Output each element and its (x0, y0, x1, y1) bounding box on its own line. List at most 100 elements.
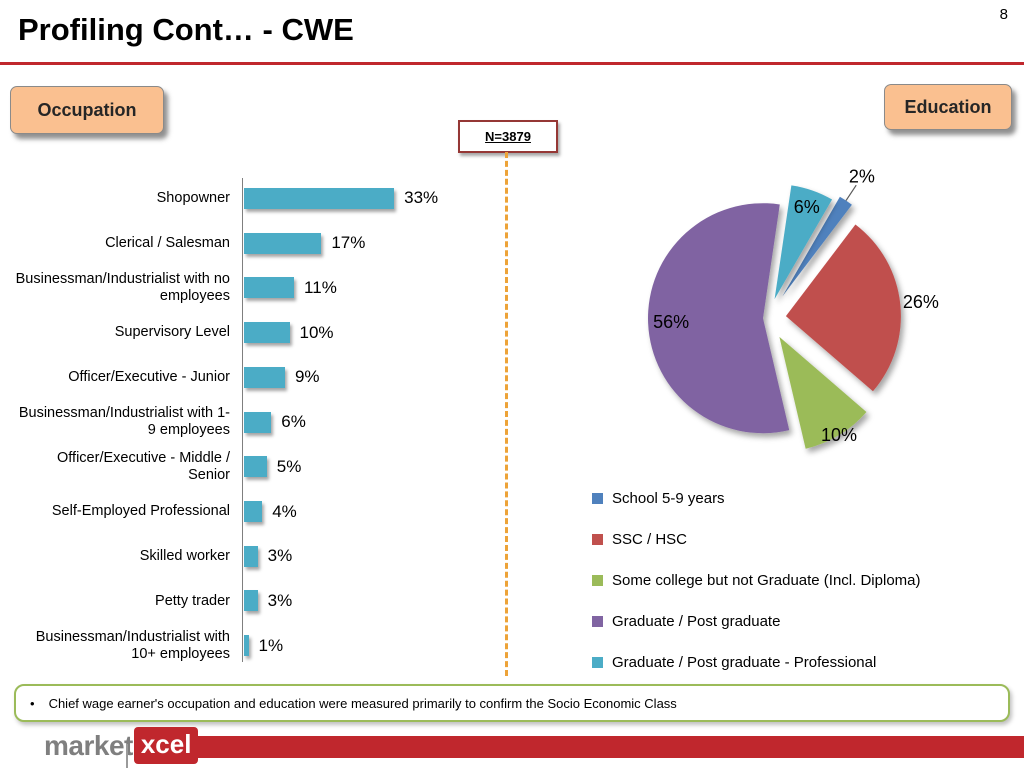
bar-zone: 11% (242, 265, 506, 310)
legend-item: Graduate / Post graduate - Professional (592, 654, 921, 671)
occupation-badge: Occupation (10, 86, 164, 134)
bar-zone: 17% (242, 221, 506, 266)
legend-label: School 5-9 years (612, 490, 725, 507)
bar-category-label: Businessman/Industrialist with 1-9 emplo… (18, 405, 230, 439)
bar (244, 411, 272, 433)
bar-value-label: 11% (304, 277, 337, 297)
bar-value-label: 4% (272, 501, 297, 521)
page-number: 8 (999, 6, 1008, 23)
pie-slice (782, 196, 852, 297)
pie-slice (648, 203, 790, 434)
bar (244, 366, 285, 388)
bar-category-label: Shopowner (156, 190, 230, 207)
footnote-box: • Chief wage earner's occupation and edu… (14, 684, 1010, 722)
legend-swatch (592, 575, 603, 586)
pie-slice (779, 336, 867, 449)
bar-category-label: Petty trader (155, 592, 230, 609)
bar-row: Officer/Executive - Junior 9% (14, 355, 506, 400)
legend-item: School 5-9 years (592, 490, 921, 507)
pie-slice-label: 10% (821, 425, 857, 445)
bar-row: Shopowner 33% (14, 176, 506, 221)
bar-value-label: 33% (404, 188, 439, 208)
logo-market-text: market (44, 729, 133, 761)
bar (244, 545, 258, 567)
footnote-bullet: • (30, 695, 35, 711)
sample-size-box: N=3879 (458, 120, 558, 153)
legend-item: Graduate / Post graduate (592, 613, 921, 630)
bar-row: Businessman/Industrialist with 10+ emplo… (14, 623, 506, 668)
bar (244, 590, 258, 612)
pie-slice (785, 224, 901, 392)
bar-category-label: Officer/Executive - Middle / Senior (57, 450, 230, 483)
bar-value-label: 9% (294, 367, 320, 387)
logo-divider-line (126, 744, 128, 768)
bar-zone: 5% (242, 444, 506, 489)
bar-row: Self-Employed Professional 4% (14, 489, 506, 534)
bar-value-label: 3% (267, 546, 293, 566)
bar-zone: 1% (242, 623, 506, 668)
bar-category-label: Officer/Executive - Junior (68, 368, 230, 385)
bar-zone: 6% (242, 400, 506, 445)
center-dashed-divider (505, 152, 508, 676)
bar-category-label: Businessman/Industrialist with no employ… (15, 271, 230, 304)
bar-row: Clerical / Salesman 17% (14, 221, 506, 266)
legend-label: SSC / HSC (612, 531, 688, 548)
legend-label: Graduate / Post graduate - Professional (612, 654, 877, 671)
bar-chart-axis-line (242, 178, 243, 662)
legend-item: SSC / HSC (592, 531, 921, 548)
footer-red-bar (186, 736, 1024, 758)
marketxcel-logo: market xcel (44, 727, 199, 764)
bar-category-label: Clerical / Salesman (105, 234, 230, 251)
pie-slice-label: 26% (903, 292, 939, 312)
bar (244, 635, 249, 657)
bar (244, 322, 290, 344)
bar-zone: 4% (242, 489, 506, 534)
bar-category-label: Supervisory Level (114, 324, 230, 341)
page-title: Profiling Cont… - CWE (18, 12, 354, 47)
bar (244, 232, 322, 254)
bar-value-label: 1% (258, 635, 284, 655)
education-badge-label: Education (904, 96, 992, 117)
bar-category-label: Businessman/Industrialist with 10+ emplo… (35, 629, 230, 662)
bar-chart-rows: Shopowner 33% Clerical / Salesman 17% Busine… (14, 176, 506, 668)
pie-slice-label: 56% (653, 312, 689, 332)
sample-size-label: N=3879 (485, 129, 531, 144)
bar-zone: 3% (242, 534, 506, 579)
legend-swatch (592, 657, 603, 668)
pie-slice (774, 185, 833, 300)
bar-zone: 3% (242, 579, 506, 624)
bar-row: Businessman/Industrialist with 1-9 emplo… (14, 400, 506, 445)
legend-swatch (592, 493, 603, 504)
logo-xcel-text: xcel (133, 727, 199, 764)
bar-value-label: 5% (276, 456, 302, 476)
education-legend: School 5-9 years SSC / HSC Some college bu… (592, 490, 921, 671)
bar-row: Supervisory Level 10% (14, 310, 506, 355)
bar-category-label: Skilled worker (139, 547, 230, 564)
pie-svg: 2% 26% 10% 56% 6% (648, 167, 939, 449)
bar-value-label: 6% (281, 412, 306, 432)
education-badge: Education (884, 84, 1012, 130)
bar-value-label: 10% (299, 322, 334, 342)
bar-zone: 9% (242, 355, 506, 400)
bar (244, 277, 295, 299)
pie-slice-label: 2% (849, 167, 875, 187)
legend-swatch (592, 534, 603, 545)
pie-leader-line (845, 184, 857, 201)
legend-label: Graduate / Post graduate (612, 613, 781, 630)
legend-item: Some college but not Graduate (Incl. Dip… (592, 572, 921, 589)
legend-swatch (592, 616, 603, 627)
bar-zone: 33% (242, 176, 506, 221)
occupation-bar-chart: Shopowner 33% Clerical / Salesman 17% Busine… (14, 176, 506, 668)
bar-value-label: 3% (267, 590, 293, 610)
bar-row: Officer/Executive - Middle / Senior 5% (14, 444, 506, 489)
bar-row: Petty trader 3% (14, 579, 506, 624)
bar-zone: 10% (242, 310, 506, 355)
legend-label: Some college but not Graduate (Incl. Dip… (612, 572, 921, 589)
bar-value-label: 17% (331, 233, 366, 253)
footnote-text: Chief wage earner's occupation and educa… (48, 695, 677, 711)
bar-row: Skilled worker 3% (14, 534, 506, 579)
bar (244, 187, 395, 209)
bar-category-label: Self-Employed Professional (51, 503, 230, 520)
bar (244, 456, 267, 478)
